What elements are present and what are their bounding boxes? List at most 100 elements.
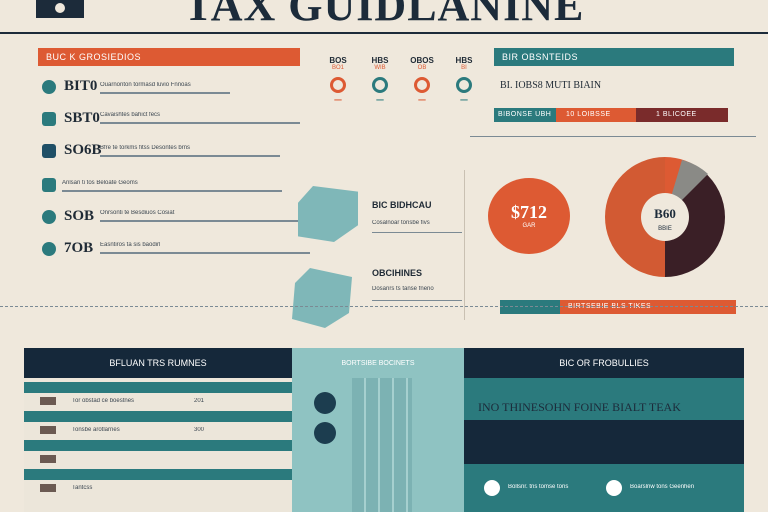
middle-panel: BORTSIBE BOCINETS <box>292 348 464 512</box>
stat-label: HBS <box>371 56 389 65</box>
stat-label: HBS <box>455 56 473 65</box>
item-title: OBCIHINES <box>372 268 423 278</box>
list-item: Anlsan ti tos Beloate Geoms <box>38 176 298 206</box>
list-text: Cavaishtes bahict fecs <box>100 112 161 118</box>
list-text: Easntiros ta sis baodirl <box>100 242 161 248</box>
segment-right: 1 BLICOEE <box>636 108 728 122</box>
right-panel: INO THINESOHN FOINE BIALT TEAK Bollsnr. … <box>464 378 744 512</box>
item-text: Dosanrs ts tanse fneno <box>372 286 434 292</box>
pie-center-sub: BBIE <box>658 226 672 232</box>
row-icon <box>40 455 56 463</box>
list-item: SBT0 Cavaishtes bahict fecs <box>38 106 300 142</box>
row-icon <box>40 426 56 434</box>
list-value: BIT0 <box>64 78 98 94</box>
dollar-icon <box>606 480 622 496</box>
left-header: BFLUAN TRS RUMNES <box>24 348 292 378</box>
segment-left: BIBONSE UBH <box>494 108 556 122</box>
divider <box>100 122 300 124</box>
stat-item: BOS BO1 ━━ <box>318 56 358 104</box>
right-text-block <box>464 420 744 464</box>
stat-sub: BI <box>461 65 467 71</box>
ring-icon <box>414 77 430 93</box>
list-item: BIT0 Ouarnonton tormasd luvio Fnnoas <box>38 76 298 106</box>
lower-banner: BIRTSEBIE BLS TIKES <box>500 300 736 314</box>
right-item-text: Bollsnr. tns tomse tons <box>508 484 569 490</box>
hexagon-icon <box>290 186 366 246</box>
table-row: Tor obstad ce boestnes 201 <box>24 393 292 411</box>
pie-slice <box>605 157 665 277</box>
divider <box>100 155 280 157</box>
left-banner: BUC K GROSIEDIOS <box>38 48 300 66</box>
row-text: Tantcss <box>72 485 93 491</box>
bubble-sub: GAR <box>522 223 536 229</box>
list-item: SOB Onrsonti te Besdiuos Cosiat <box>38 206 300 238</box>
ring-icon <box>372 77 388 93</box>
list-text: Onrsonti te Besdiuos Cosiat <box>100 210 175 216</box>
value-bubble: $712 GAR <box>488 178 570 254</box>
right-banner: BIR OBSNTEIDS <box>494 48 734 66</box>
row-value: 300 <box>194 427 205 433</box>
divider <box>100 220 300 222</box>
bottom-panel: BFLUAN TRS RUMNES Tor obstad ce boestnes… <box>24 348 744 512</box>
right-header-label: BIC OR FROBULLIES <box>559 358 649 368</box>
pie-center-value: B60 <box>654 206 676 221</box>
right-item-text: Boarslnw tons Geenhen <box>630 484 695 490</box>
list-value: SBT0 <box>64 110 100 126</box>
dollar-icon <box>484 480 500 496</box>
right-header: BIC OR FROBULLIES <box>464 348 744 378</box>
pie-center <box>641 193 689 241</box>
list-item: 7OB Easntiros ta sis baodirl <box>38 238 310 268</box>
stat-label: BOS <box>329 56 347 65</box>
list-text: Bfre te torkms fitss Desontes brns <box>100 145 191 151</box>
header-divider <box>0 32 768 34</box>
right-title: INO THINESOHN FOINE BIALT TEAK <box>478 400 681 414</box>
segment-mid: 10 LOIBSSE <box>556 108 636 122</box>
folder-icon <box>42 178 56 192</box>
middle-header: BORTSIBE BOCINETS <box>341 360 415 367</box>
table-row: Tonsbe arotlarnes 300 <box>24 422 292 440</box>
list-value: 7OB <box>64 240 94 256</box>
divider <box>372 300 462 301</box>
item-text: Cosalnoar tonsbe fivs <box>372 220 430 226</box>
bell-icon <box>42 242 56 256</box>
list-item: SO6B Bfre te torkms fitss Desontes brns <box>38 142 298 176</box>
segment-bar: BIBONSE UBH 10 LOIBSSE 1 BLICOEE <box>494 108 728 122</box>
stat-sub: WIB <box>374 65 386 71</box>
stat-item: HBS WIB ━━ <box>360 56 400 104</box>
item-title: BIC BIDHCAU <box>372 200 432 210</box>
pie-slice <box>665 171 725 277</box>
bubble-value: $712 <box>511 202 547 222</box>
ring-icon <box>456 77 472 93</box>
pie-chart: B60 BBIE <box>605 157 725 277</box>
row-value: 201 <box>194 398 205 404</box>
list-value: SOB <box>64 208 95 224</box>
left-list: BIT0 Ouarnonton tormasd luvio Fnnoas SBT… <box>38 76 310 268</box>
ring-icon <box>330 77 346 93</box>
table-row <box>24 451 292 469</box>
divider <box>470 136 756 137</box>
stat-sub: BO1 <box>331 65 344 71</box>
stat-sub: OB <box>417 65 427 71</box>
divider <box>100 92 230 94</box>
list-value: SO6B <box>64 142 102 158</box>
list-text: Anlsan ti tos Beloate Geoms <box>62 180 138 186</box>
row-icon <box>40 484 56 492</box>
left-header-label: BFLUAN TRS RUMNES <box>109 358 207 368</box>
stats-strip: BOS BO1 ━━ HBS WIB ━━ OBOS OB ━━ HBS BI … <box>318 56 488 126</box>
info-icon <box>314 392 336 414</box>
page-title: TAX GUIDLANINE <box>183 0 585 30</box>
divider <box>62 190 282 192</box>
settings-icon <box>314 422 336 444</box>
chart-icon <box>42 144 56 158</box>
stat-label: OBOS <box>410 56 434 65</box>
list-text: Ouarnonton tormasd luvio Fnnoas <box>100 82 191 88</box>
lower-banner-label: BIRTSEBIE BLS TIKES <box>560 300 736 314</box>
stat-item: HBS BI ━━ <box>444 56 484 104</box>
document-icon <box>42 112 56 126</box>
row-icon <box>40 397 56 405</box>
divider <box>372 232 462 233</box>
logo <box>36 0 84 18</box>
divider <box>100 252 310 254</box>
divider <box>464 170 465 320</box>
table-row: Tantcss <box>24 480 292 498</box>
